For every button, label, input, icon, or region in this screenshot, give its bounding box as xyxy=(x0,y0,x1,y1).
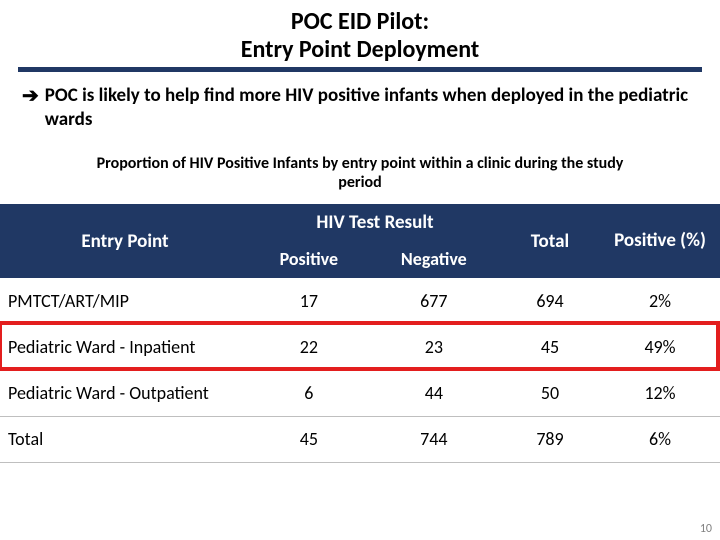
cell-total: 45 xyxy=(500,324,600,370)
title-block: POC EID Pilot: Entry Point Deployment xyxy=(0,0,720,65)
col-negative: Negative xyxy=(368,240,500,278)
cell-total: 694 xyxy=(500,278,600,324)
page-number: 10 xyxy=(700,522,712,536)
cell-positive: 22 xyxy=(250,324,368,370)
cell-negative: 744 xyxy=(368,416,500,462)
bullet-text: POC is likely to help find more HIV posi… xyxy=(45,84,698,132)
cell-negative: 677 xyxy=(368,278,500,324)
cell-pct: 12% xyxy=(600,370,720,416)
table-container: Entry Point HIV Test Result Total Positi… xyxy=(0,204,720,463)
col-pct: Positive (%) xyxy=(600,204,720,278)
cell-label: Total xyxy=(0,416,250,462)
table-row: Pediatric Ward - Outpatient 6 44 50 12% xyxy=(0,370,720,416)
cell-negative: 44 xyxy=(368,370,500,416)
table-row: Pediatric Ward - Inpatient 22 23 45 49% xyxy=(0,324,720,370)
col-total: Total xyxy=(500,204,600,278)
col-entry-point: Entry Point xyxy=(0,204,250,278)
cell-label: Pediatric Ward - Inpatient xyxy=(0,324,250,370)
cell-negative: 23 xyxy=(368,324,500,370)
cell-label: Pediatric Ward - Outpatient xyxy=(0,370,250,416)
cell-pct: 6% xyxy=(600,416,720,462)
table-subtitle: Proportion of HIV Positive Infants by en… xyxy=(0,132,720,204)
col-hiv-group: HIV Test Result xyxy=(250,204,500,240)
col-positive: Positive xyxy=(250,240,368,278)
cell-positive: 6 xyxy=(250,370,368,416)
cell-total: 50 xyxy=(500,370,600,416)
cell-label: PMTCT/ART/MIP xyxy=(0,278,250,324)
data-table: Entry Point HIV Test Result Total Positi… xyxy=(0,204,720,463)
title-line-1: POC EID Pilot: xyxy=(0,8,720,36)
arrow-icon: ➔ xyxy=(22,84,39,108)
cell-pct: 2% xyxy=(600,278,720,324)
cell-positive: 17 xyxy=(250,278,368,324)
table-row: Total 45 744 789 6% xyxy=(0,416,720,462)
bullet-section: ➔ POC is likely to help find more HIV po… xyxy=(0,72,720,132)
cell-pct: 49% xyxy=(600,324,720,370)
cell-positive: 45 xyxy=(250,416,368,462)
table-body: PMTCT/ART/MIP 17 677 694 2% Pediatric Wa… xyxy=(0,278,720,462)
title-line-2: Entry Point Deployment xyxy=(0,36,720,64)
table-row: PMTCT/ART/MIP 17 677 694 2% xyxy=(0,278,720,324)
cell-total: 789 xyxy=(500,416,600,462)
